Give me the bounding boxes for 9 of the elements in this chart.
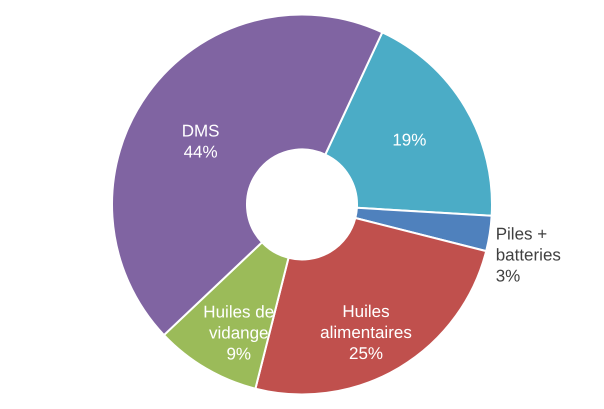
data-label: 19% (392, 130, 426, 150)
slice-label: Huiles de vidange (203, 302, 274, 342)
slice-label: DMS (182, 121, 220, 140)
data-label: 3% (496, 266, 520, 286)
data-label: 25% (348, 344, 384, 363)
slice-label: Piles + batteries (496, 224, 561, 264)
slice-label: Huiles alimentaires (320, 302, 412, 342)
data-label: 44% (184, 142, 218, 162)
data-label: 9% (226, 344, 252, 364)
